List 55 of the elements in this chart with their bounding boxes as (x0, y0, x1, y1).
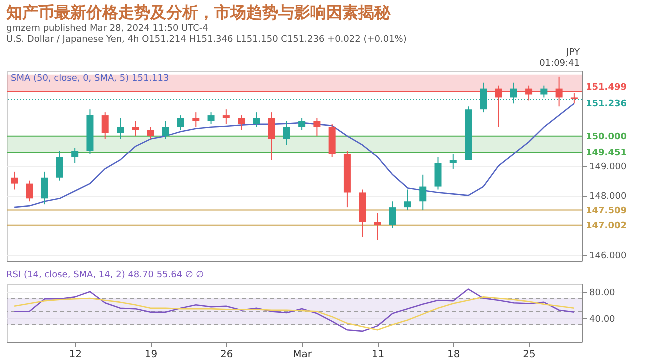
candlestick (298, 118, 306, 131)
y-tick-label: 146.000 (590, 252, 627, 262)
line-series (14, 288, 576, 332)
candlestick (450, 154, 457, 170)
candlestick (283, 120, 290, 146)
text: 01:09:41 (540, 59, 580, 69)
candlestick (404, 189, 412, 212)
line-series (14, 296, 576, 331)
line-series (14, 103, 576, 208)
ref-line-label: 150.000 (586, 132, 627, 142)
candlestick (102, 112, 109, 140)
x-tick-label: 11 (372, 350, 385, 360)
candlestick (11, 171, 18, 190)
candlestick (434, 156, 442, 190)
y-tick-label: 148.000 (590, 192, 627, 202)
chart-title: 知产币最新价格走势及分析，市场趋势与影响因素揭秘 (6, 3, 392, 22)
candlestick (222, 109, 230, 125)
candlestick (162, 120, 170, 140)
text: U.S. Dollar / Japanese Yen, 4h O151.214 H151.346 L151.150 C151.236 +0.022 (+0.01%) (6, 35, 407, 45)
x-tick-label: 12 (69, 350, 82, 360)
text: gmzern published Mar 28, 2024 11:50 UTC-4 (6, 24, 209, 34)
x-tick-label: 19 (144, 350, 158, 360)
candlestick (389, 201, 396, 229)
ref-line-label: 147.002 (586, 221, 627, 232)
candlestick (147, 126, 154, 140)
candlestick (132, 120, 140, 137)
x-tick-label: 25 (523, 350, 536, 360)
candlestick (116, 118, 124, 140)
text: JPY (566, 48, 580, 58)
candlestick (72, 148, 79, 164)
x-tick-label: Mar (293, 350, 313, 360)
candlestick (268, 112, 276, 161)
ref-line-label: 151.499 (586, 82, 627, 93)
text: RSI (14, close, SMA, 14, 2) 48.70 55.64 ∅ ∅ (6, 270, 204, 280)
candlestick (253, 112, 260, 128)
x-tick-label: 18 (448, 350, 460, 360)
candlestick (540, 85, 548, 98)
ref-line-label: 149.451 (586, 148, 627, 159)
y-tick-label: 149.000 (590, 162, 627, 172)
candlestick (178, 115, 185, 131)
candlestick (192, 112, 200, 128)
candlestick (41, 171, 48, 206)
x-tick-label: 26 (220, 350, 234, 360)
ref-line-label: 151.236 (586, 100, 627, 110)
ref-line-label: 147.509 (586, 206, 627, 216)
y-tick-label: 80.00 (590, 288, 616, 298)
candlestick (26, 180, 34, 202)
candlestick (374, 213, 382, 241)
annotation: SMA (50, close, 0, SMA, 5) 151.113 (11, 74, 170, 84)
candlestick (314, 118, 321, 137)
candlestick (208, 112, 215, 125)
candlestick (56, 150, 64, 182)
candlestick (238, 115, 246, 131)
candlestick (420, 174, 427, 212)
y-tick-label: 40.00 (590, 314, 616, 325)
